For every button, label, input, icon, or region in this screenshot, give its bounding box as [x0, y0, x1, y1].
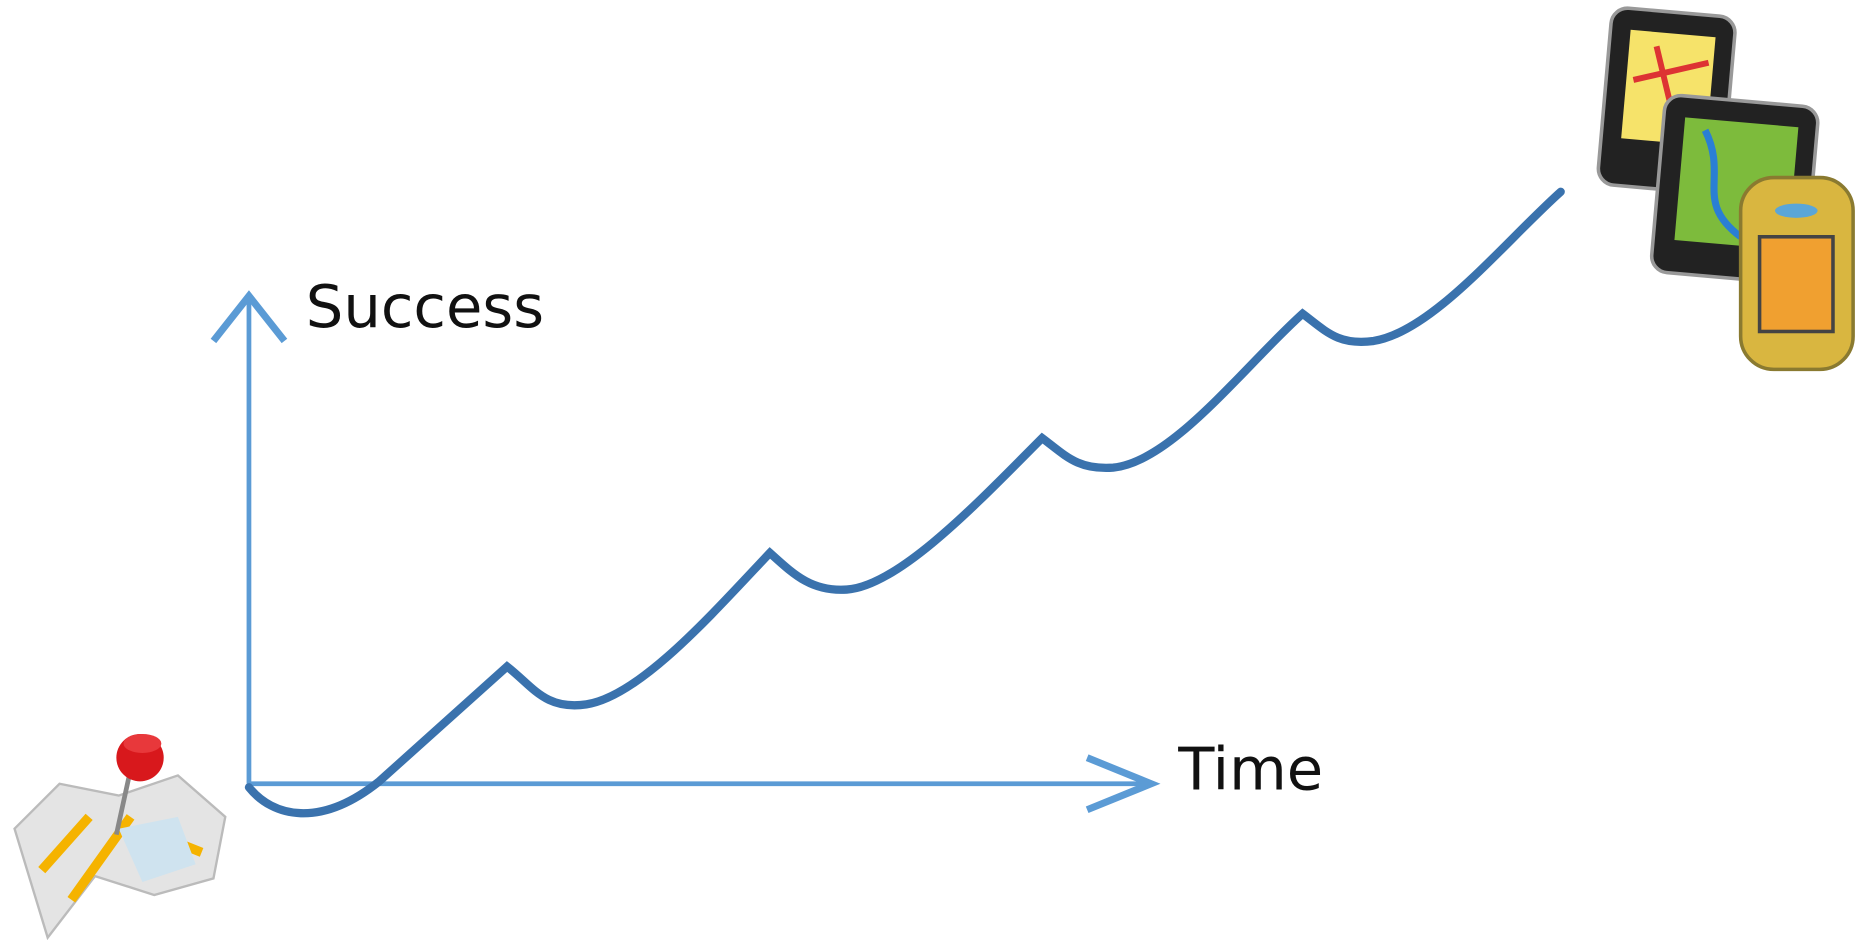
x-arrow [1085, 754, 1161, 814]
devices-icon [1596, 6, 1855, 372]
success-curve [244, 187, 1565, 818]
y-arrow [210, 290, 288, 344]
map-pin-icon [13, 734, 227, 940]
x-axis-label: Time [1177, 735, 1323, 804]
axes [210, 290, 1161, 814]
y-axis-label: Success [306, 272, 544, 341]
